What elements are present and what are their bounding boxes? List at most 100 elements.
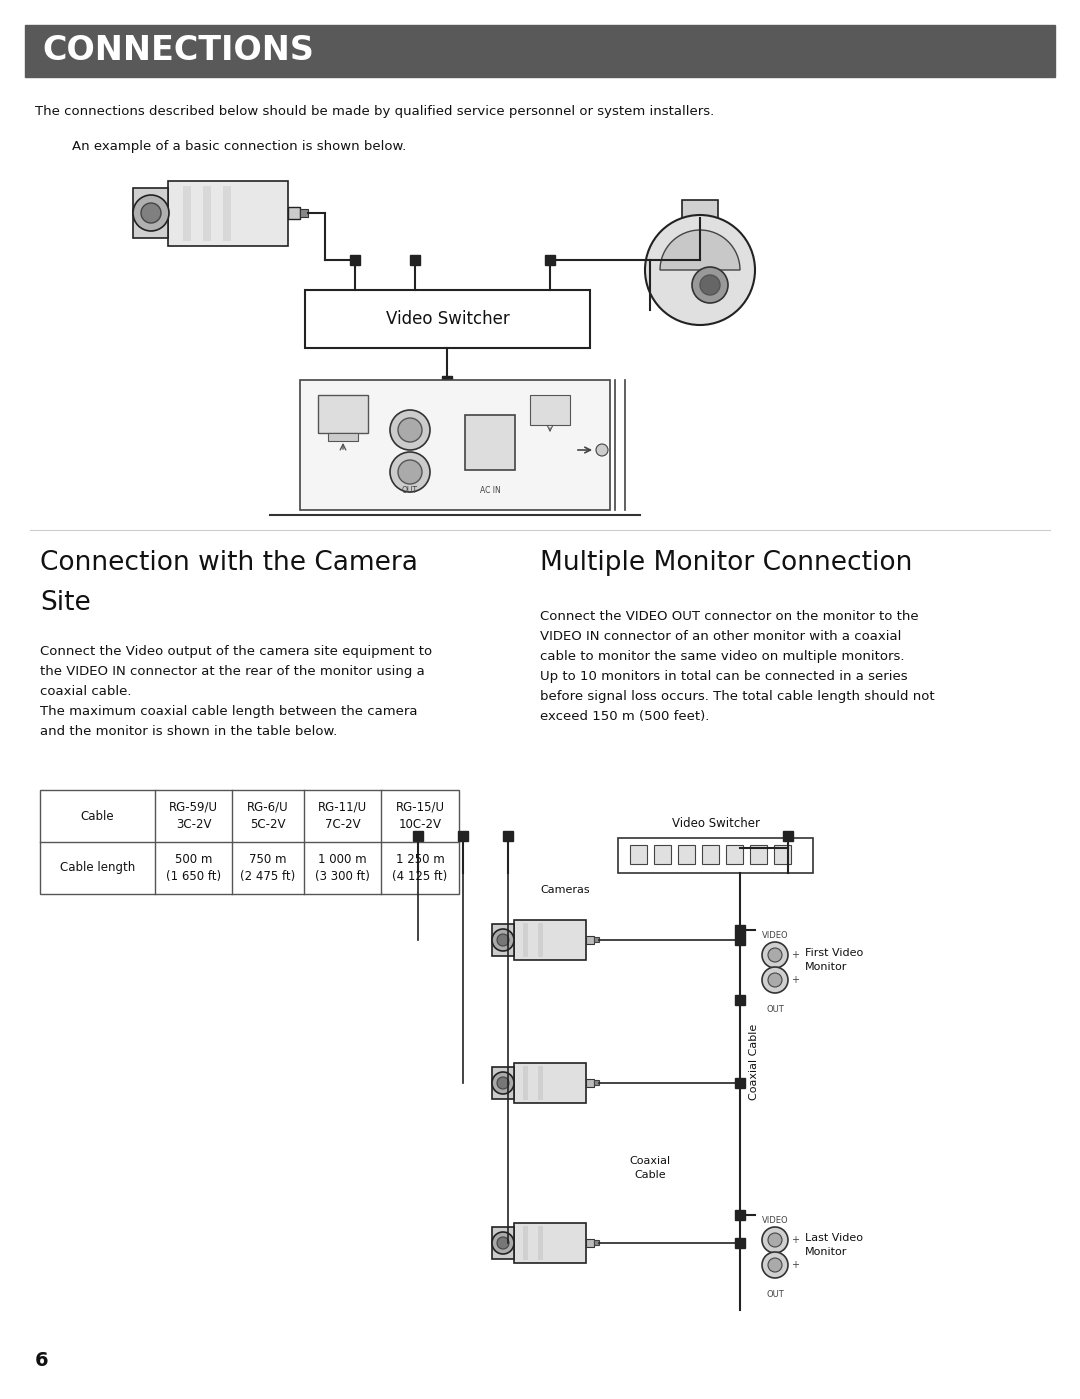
Bar — [514, 1223, 586, 1263]
Bar — [586, 936, 594, 944]
Circle shape — [133, 194, 168, 231]
Text: First Video
Monitor: First Video Monitor — [805, 949, 863, 971]
Bar — [523, 923, 528, 957]
Circle shape — [390, 410, 430, 450]
Bar — [442, 376, 453, 386]
Circle shape — [692, 267, 728, 304]
Circle shape — [596, 443, 608, 456]
Circle shape — [390, 452, 430, 492]
Circle shape — [497, 935, 509, 946]
Text: Last Video
Monitor: Last Video Monitor — [805, 1234, 863, 1256]
Text: An example of a basic connection is shown below.: An example of a basic connection is show… — [72, 140, 406, 152]
Text: VIDEO: VIDEO — [761, 930, 788, 940]
Bar — [586, 1240, 594, 1247]
Bar — [538, 1066, 543, 1100]
Bar — [735, 1238, 745, 1248]
Text: +: + — [791, 950, 799, 960]
Bar — [670, 235, 730, 243]
Bar — [183, 186, 191, 241]
Circle shape — [768, 1233, 782, 1247]
Circle shape — [768, 949, 782, 963]
Bar — [492, 923, 514, 956]
Text: The connections described below should be made by qualified service personnel or: The connections described below should b… — [35, 105, 714, 118]
Bar — [735, 1079, 745, 1088]
Bar — [630, 845, 647, 865]
Bar — [168, 180, 288, 246]
Text: +: + — [791, 1260, 799, 1270]
Text: RG-59/U
3C-2V: RG-59/U 3C-2V — [168, 802, 218, 831]
Text: Cameras: Cameras — [540, 886, 590, 895]
Bar — [458, 831, 468, 841]
Circle shape — [495, 425, 505, 435]
Text: AC IN: AC IN — [480, 485, 500, 495]
Text: Coaxial
Cable: Coaxial Cable — [630, 1157, 671, 1179]
Bar — [530, 395, 570, 425]
Bar — [413, 831, 423, 841]
Bar — [305, 290, 590, 348]
Circle shape — [762, 942, 788, 968]
Bar — [514, 1063, 586, 1102]
Circle shape — [492, 1233, 514, 1254]
Bar — [492, 1067, 514, 1100]
Bar — [735, 935, 745, 944]
Circle shape — [497, 1237, 509, 1249]
Bar — [514, 921, 586, 960]
Bar — [465, 416, 515, 470]
Bar — [735, 1210, 745, 1220]
Text: OUT: OUT — [766, 1290, 784, 1300]
Bar — [523, 1226, 528, 1260]
Bar — [594, 1240, 599, 1245]
Text: Site: Site — [40, 590, 91, 616]
Circle shape — [492, 929, 514, 951]
Bar — [654, 845, 671, 865]
Bar — [410, 255, 420, 264]
Circle shape — [762, 1227, 788, 1254]
Bar — [681, 200, 718, 218]
Bar — [692, 218, 708, 238]
Bar — [40, 790, 459, 894]
Bar — [726, 845, 743, 865]
Circle shape — [492, 1072, 514, 1094]
Circle shape — [399, 460, 422, 484]
Text: Multiple Monitor Connection: Multiple Monitor Connection — [540, 550, 913, 576]
Bar — [594, 1080, 599, 1086]
Text: VIDEO: VIDEO — [761, 1216, 788, 1226]
Circle shape — [497, 1077, 509, 1088]
Text: RG-6/U
5C-2V: RG-6/U 5C-2V — [247, 802, 288, 831]
Text: Connect the Video output of the camera site equipment to
the VIDEO IN connector : Connect the Video output of the camera s… — [40, 645, 432, 739]
Bar — [545, 255, 555, 264]
Bar — [586, 1079, 594, 1087]
Wedge shape — [660, 229, 740, 270]
Circle shape — [762, 967, 788, 993]
Text: Connection with the Camera: Connection with the Camera — [40, 550, 418, 576]
Text: Video Switcher: Video Switcher — [386, 311, 510, 327]
Bar — [538, 923, 543, 957]
Text: RG-11/U
7C-2V: RG-11/U 7C-2V — [318, 802, 367, 831]
Bar — [328, 434, 357, 441]
Text: 1 250 m
(4 125 ft): 1 250 m (4 125 ft) — [392, 853, 447, 883]
Bar — [735, 925, 745, 935]
Text: 1 000 m
(3 300 ft): 1 000 m (3 300 ft) — [315, 853, 370, 883]
Circle shape — [700, 276, 720, 295]
Bar — [618, 838, 813, 873]
Circle shape — [645, 215, 755, 325]
Text: Cable: Cable — [81, 810, 114, 823]
Bar — [735, 995, 745, 1004]
Bar — [538, 1226, 543, 1260]
Circle shape — [768, 1258, 782, 1272]
Circle shape — [762, 1252, 788, 1279]
Text: OUT: OUT — [766, 1004, 784, 1014]
Bar — [288, 207, 300, 220]
Bar — [300, 208, 308, 217]
Bar — [492, 1227, 514, 1259]
Text: CONNECTIONS: CONNECTIONS — [42, 35, 314, 67]
Circle shape — [475, 425, 485, 435]
Text: Cable length: Cable length — [59, 862, 135, 874]
Text: 750 m
(2 475 ft): 750 m (2 475 ft) — [241, 853, 296, 883]
Text: 6: 6 — [35, 1351, 49, 1370]
Bar — [503, 831, 513, 841]
Circle shape — [141, 203, 161, 222]
Circle shape — [399, 418, 422, 442]
Text: +: + — [791, 1235, 799, 1245]
Bar — [702, 845, 719, 865]
